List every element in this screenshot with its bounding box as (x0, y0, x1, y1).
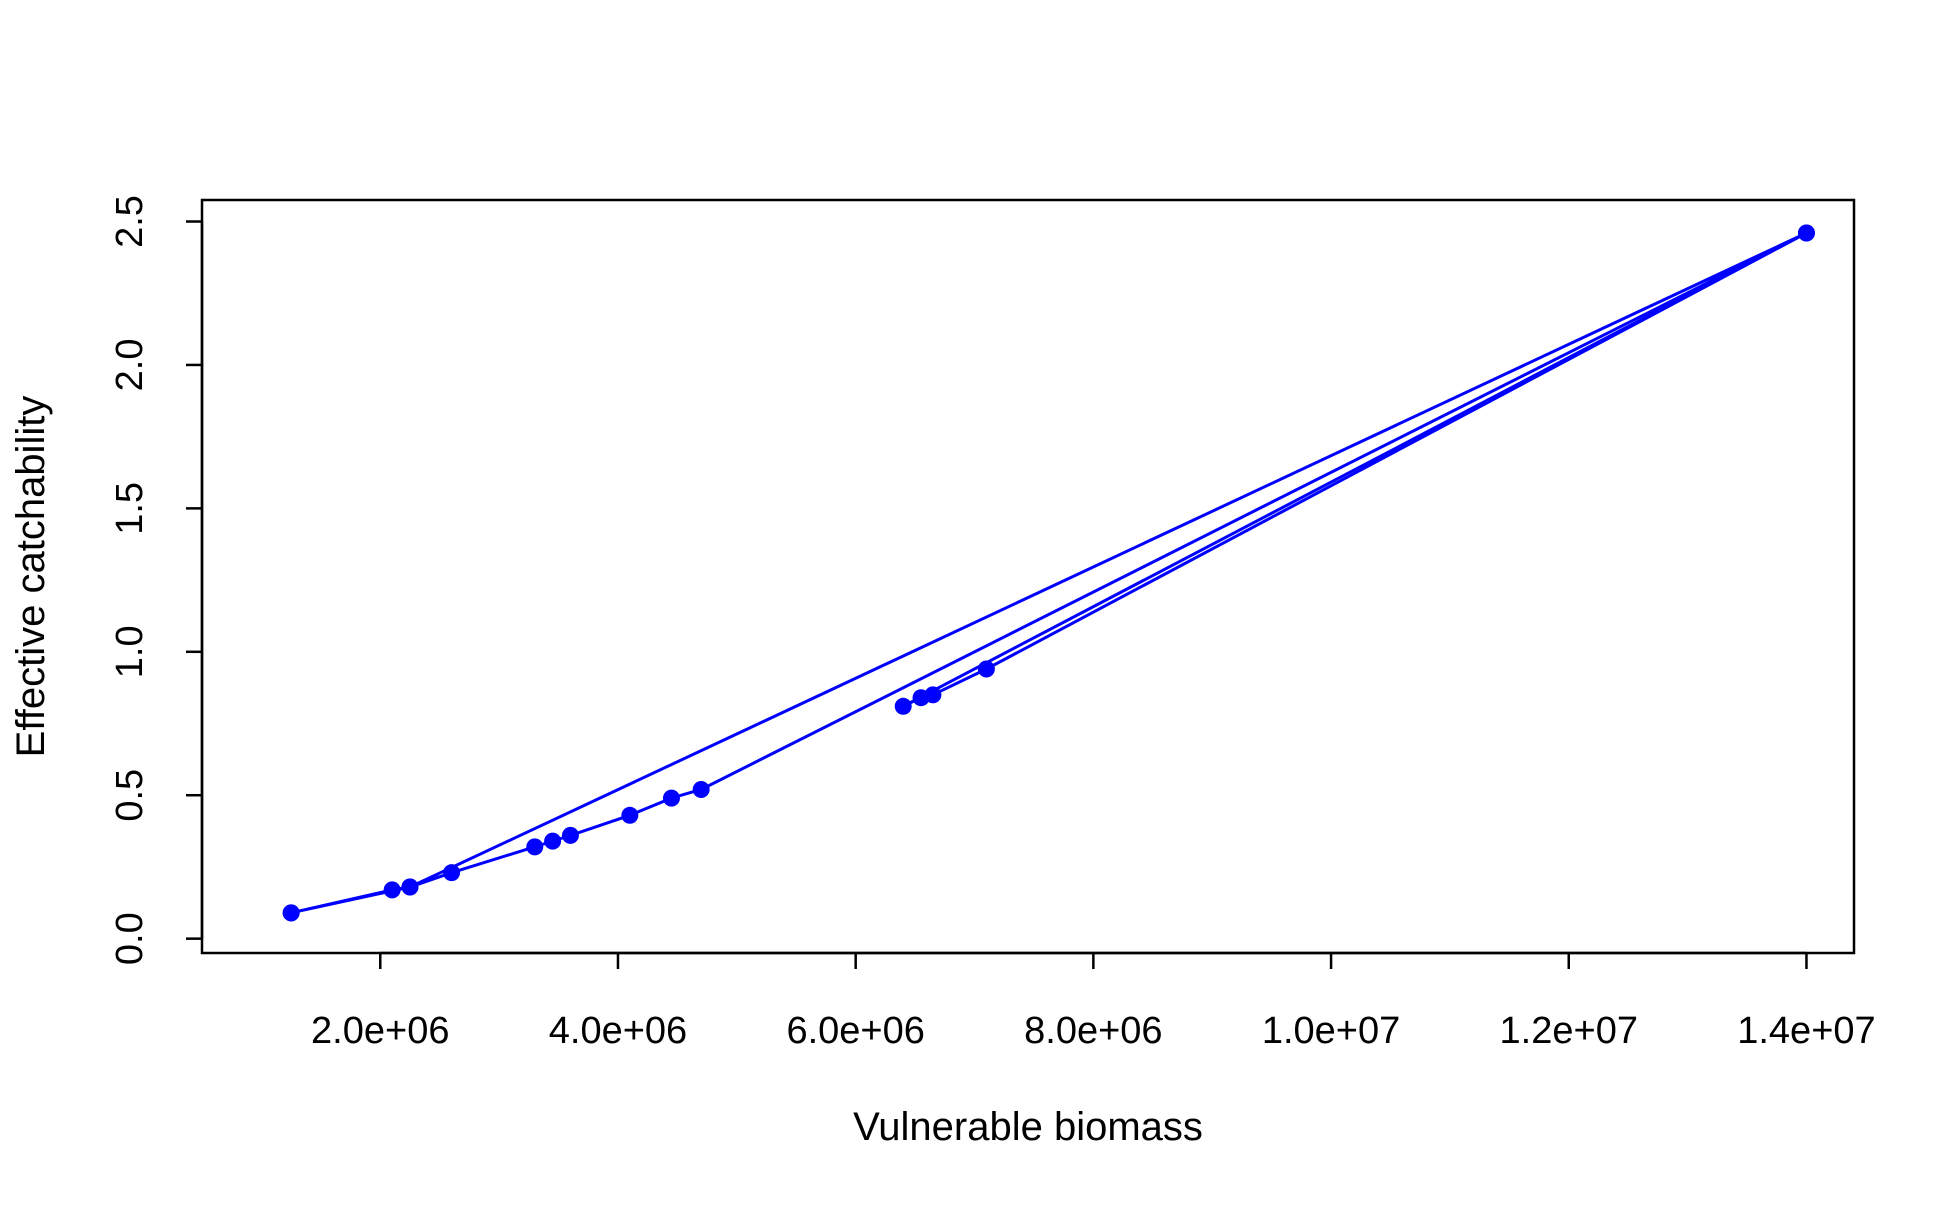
data-point (692, 780, 710, 798)
data-point (401, 878, 419, 896)
data-point (383, 881, 401, 899)
series-line (290, 231, 1808, 915)
data-point (443, 864, 461, 882)
x-tick-label: 6.0e+06 (786, 1010, 924, 1052)
data-point (544, 832, 562, 850)
x-tick-label: 1.2e+07 (1500, 1010, 1638, 1052)
plot-frame (200, 198, 1856, 955)
x-tick-label: 1.0e+07 (1262, 1010, 1400, 1052)
data-point (894, 697, 912, 715)
data-point (662, 789, 680, 807)
y-axis-title: Effective catchability (9, 396, 53, 758)
y-tick-label: 0.5 (109, 769, 151, 822)
data-point (912, 689, 930, 707)
y-tick-label: 0.0 (109, 912, 151, 965)
data-point (561, 826, 579, 844)
x-tick-label: 1.4e+07 (1737, 1010, 1875, 1052)
data-point (282, 904, 300, 922)
data-point (526, 838, 544, 856)
x-axis-title: Vulnerable biomass (853, 1105, 1203, 1149)
x-tick-label: 4.0e+06 (549, 1010, 687, 1052)
y-tick-label: 1.5 (109, 482, 151, 535)
y-tick-label: 1.0 (109, 625, 151, 678)
data-point (977, 660, 995, 678)
data-point (1797, 224, 1815, 242)
y-tick-label: 2.5 (109, 195, 151, 248)
data-point (621, 806, 639, 824)
series-layer (282, 224, 1815, 922)
y-axis: 0.0 0.5 1.0 1.5 2.0 2.5 (109, 195, 204, 965)
x-tick-label: 8.0e+06 (1024, 1010, 1162, 1052)
x-tick-label: 2.0e+06 (311, 1010, 449, 1052)
x-axis: 2.0e+06 4.0e+06 6.0e+06 8.0e+06 1.0e+07 1.2e+… (311, 951, 1876, 1052)
y-tick-label: 2.0 (109, 339, 151, 392)
